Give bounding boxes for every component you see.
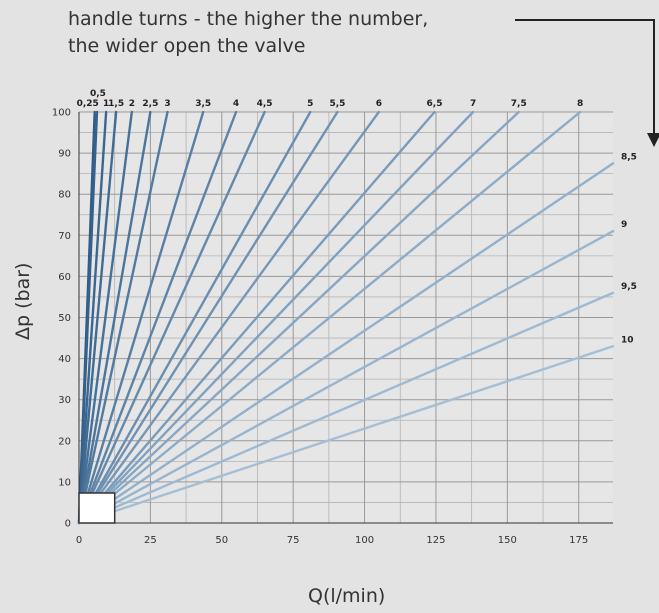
turn-label-6-5: 6,5 [427, 99, 443, 109]
series-line-10 [77, 345, 615, 525]
series-line-6-5 [77, 110, 436, 525]
x-tick-label: 125 [426, 535, 445, 546]
x-tick-label: 50 [215, 535, 228, 546]
y-tick-label: 30 [58, 395, 71, 406]
series-line-2 [77, 110, 134, 525]
turn-label-9-5: 9,5 [621, 282, 637, 292]
turn-label-4: 4 [233, 99, 239, 109]
series-line-5-5 [77, 110, 339, 525]
series-line-4 [77, 110, 238, 525]
turn-label-2: 2 [129, 99, 135, 109]
series-line-3 [77, 110, 169, 525]
y-tick-label: 70 [58, 231, 71, 242]
series-line-6 [77, 110, 381, 525]
series-lines [77, 110, 615, 525]
turn-label-4-5: 4,5 [257, 99, 273, 109]
series-line-2-5 [77, 110, 152, 525]
turn-label-5-5: 5,5 [329, 99, 345, 109]
grid [79, 111, 613, 523]
y-tick-label: 90 [58, 149, 71, 160]
y-tick-label: 60 [58, 272, 71, 283]
series-line-1 [77, 110, 108, 525]
turn-label-5: 5 [307, 99, 313, 109]
series-line-8-5 [77, 162, 615, 525]
annotations [78, 19, 659, 524]
x-tick-label: 0 [76, 535, 82, 546]
series-line-3-5 [77, 110, 205, 525]
turn-label-6: 6 [376, 99, 382, 109]
turn-label-0-5: 0,5 [90, 89, 106, 99]
turn-label-9: 9 [621, 220, 627, 230]
x-tick-label: 100 [355, 535, 374, 546]
series-line-4-5 [77, 110, 266, 525]
turn-label-7-5: 7,5 [511, 99, 527, 109]
arrow-line [515, 19, 655, 135]
y-axis-title: Δp (bar) [12, 262, 34, 340]
y-tick-label: 80 [58, 190, 71, 201]
series-line-9 [77, 229, 615, 525]
series-line-0-5 [77, 110, 99, 525]
x-axis-title: Q(l/min) [308, 585, 386, 607]
turn-label-8: 8 [577, 99, 583, 109]
series-line-7-5 [77, 110, 520, 525]
turn-label-3-5: 3,5 [195, 99, 211, 109]
series-line-5 [77, 110, 312, 525]
turn-label-1: 1 [103, 99, 109, 109]
turn-label-1-5: 1,5 [108, 99, 124, 109]
series-line-9-5 [77, 291, 615, 525]
x-tick-label: 150 [498, 535, 517, 546]
y-tick-label: 20 [58, 436, 71, 447]
x-tick-label: 75 [287, 535, 300, 546]
y-tick-label: 0 [65, 519, 71, 530]
x-tick-label: 175 [569, 535, 588, 546]
arrow-head-icon [647, 133, 659, 147]
origin-highlight-box [78, 492, 116, 524]
turn-label-7: 7 [470, 99, 476, 109]
y-tick-label: 10 [58, 477, 71, 488]
axes: 0 10 20 30 40 50 60 70 80 90 100 0 25 50 75 100 125 150 17… [52, 108, 613, 546]
turn-label-2-5: 2,5 [142, 99, 158, 109]
turn-labels: 0,250,511,5 2 2,5 3 3,5 4 4,5 5 5,5 6 6,5 7 7,5 8 8,5 9… [77, 89, 637, 345]
x-tick-label: 25 [144, 535, 157, 546]
series-line-8 [77, 110, 582, 525]
turn-label-10: 10 [621, 335, 634, 345]
turn-label-8-5: 8,5 [621, 152, 637, 162]
chart-title-line-1: handle turns - the higher the number, [68, 8, 429, 30]
series-line-1-5 [77, 110, 118, 525]
series-line-7 [77, 110, 475, 525]
y-tick-label: 50 [58, 313, 71, 324]
turn-label-0-25: 0,25 [77, 99, 99, 109]
chart-title-line-2: the wider open the valve [68, 35, 306, 57]
turn-label-3: 3 [164, 99, 170, 109]
y-tick-label: 100 [52, 108, 71, 119]
y-tick-label: 40 [58, 354, 71, 365]
